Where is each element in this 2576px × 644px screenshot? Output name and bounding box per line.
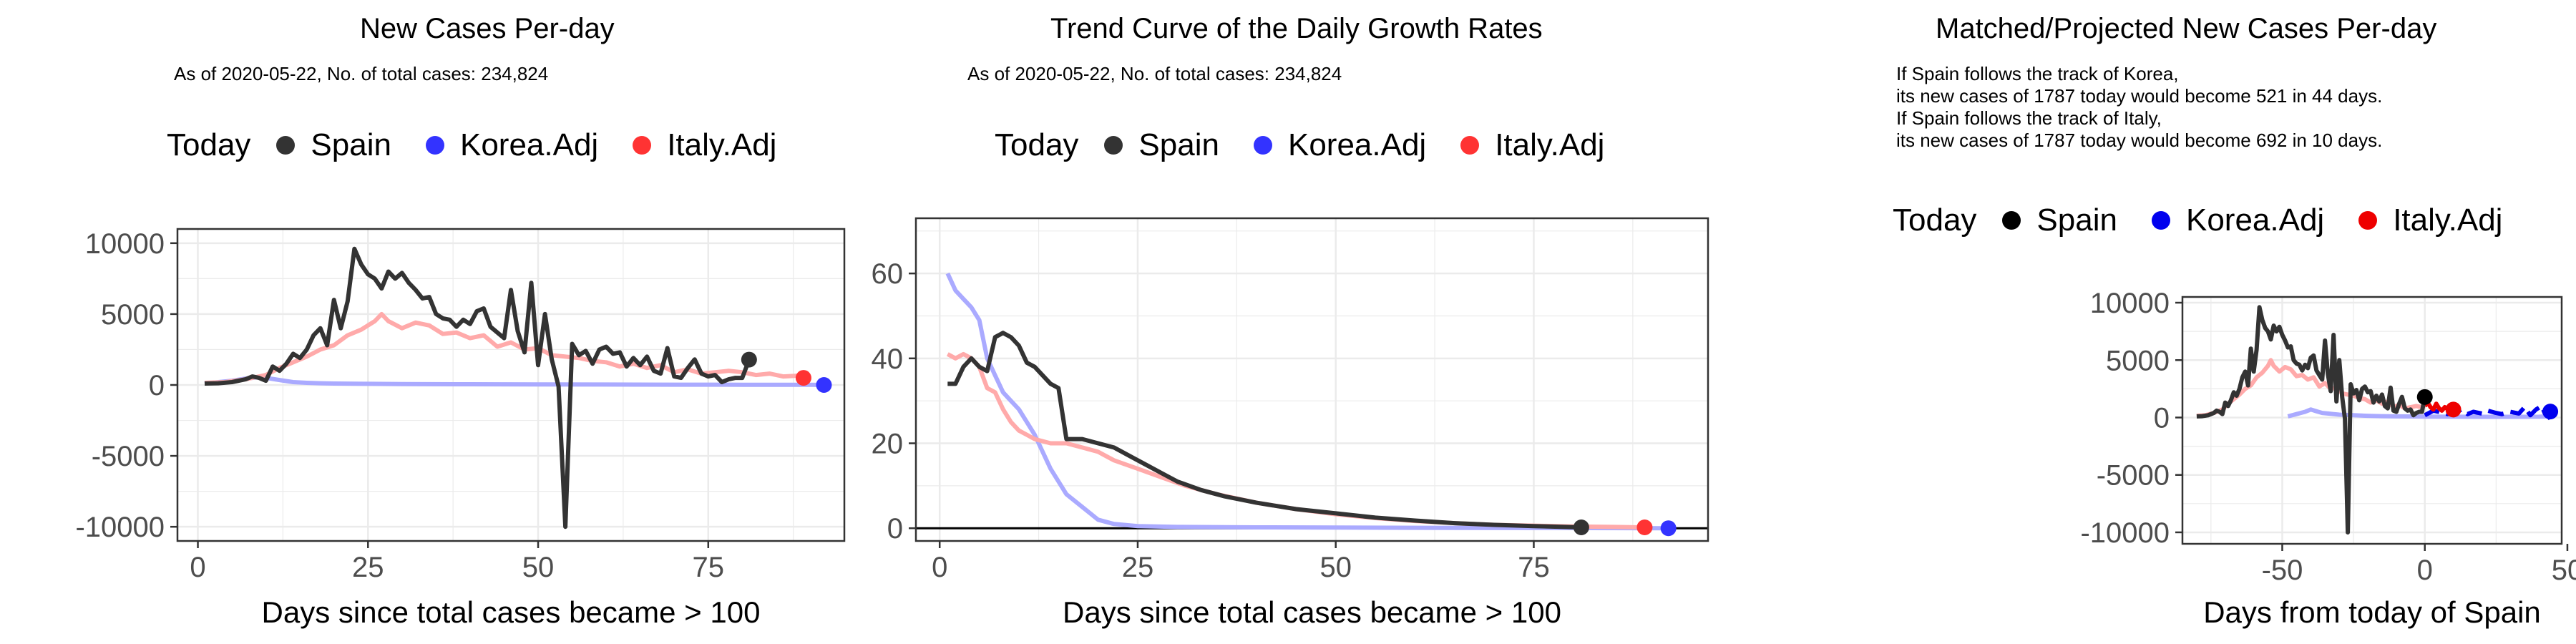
plot-area: 0 25 50 75 10000 5000 0 -5000 -10000 Days since t… <box>75 228 846 629</box>
plot-border <box>914 217 1709 542</box>
annotation-line: its new cases of 1787 today would become… <box>1896 130 2383 151</box>
today-point-spain <box>1573 519 1589 536</box>
chart-title: New Cases Per-day <box>360 13 615 44</box>
y-tick-label: 0 <box>887 513 903 545</box>
chart-title: Matched/Projected New Cases Per-day <box>1936 13 2437 44</box>
series-line-italy-adj <box>946 351 1645 530</box>
today-point-spain <box>741 351 757 368</box>
legend-spain-label: Spain <box>311 127 391 162</box>
x-tick-label: -50 <box>2262 555 2303 586</box>
y-tick-label: -10000 <box>2080 517 2170 549</box>
legend: Today Spain Korea.Adj Italy.Adj <box>1893 203 2502 238</box>
y-tick-label: 10000 <box>2090 288 2170 319</box>
legend-italy-dot <box>2358 211 2378 230</box>
today-point-korea-adj <box>816 377 832 393</box>
y-tick-label: 20 <box>872 429 904 460</box>
series-line-spain <box>2196 305 2427 535</box>
legend-title: Today <box>167 127 251 162</box>
legend-italy-label: Italy.Adj <box>1495 127 1605 162</box>
legend-italy-label: Italy.Adj <box>2393 203 2503 238</box>
y-tick-label: 0 <box>2154 402 2170 434</box>
y-tick-label: -5000 <box>92 441 165 472</box>
legend-spain-dot <box>276 136 296 155</box>
y-tick-label: 40 <box>872 343 904 375</box>
series-line-italy-adj <box>204 311 804 385</box>
legend: Today Spain Korea.Adj Italy.Adj <box>995 127 1604 163</box>
y-tick-label: 0 <box>149 370 165 401</box>
x-axis-label: Days from today of Spain <box>2203 595 2541 629</box>
x-tick-label: 50 <box>522 552 555 583</box>
x-axis-label: Days since total cases became > 100 <box>262 595 761 629</box>
projection-annotation: If Spain follows the track of Korea, its… <box>1896 63 2382 152</box>
chart-subtitle: As of 2020-05-22, No. of total cases: 23… <box>174 63 549 84</box>
legend-korea-label: Korea.Adj <box>459 127 599 162</box>
legend: Today Spain Korea.Adj Italy.Adj <box>167 127 776 163</box>
x-tick-label: 75 <box>693 552 725 583</box>
legend-korea-dot <box>425 136 444 155</box>
today-point-korea-adj <box>1660 520 1677 537</box>
legend-italy-dot <box>1460 136 1480 155</box>
legend-title: Today <box>995 127 1079 162</box>
x-tick-label: 50 <box>2552 555 2576 586</box>
y-tick-label: -5000 <box>2097 460 2170 492</box>
annotation-line: its new cases of 1787 today would become… <box>1896 85 2383 107</box>
panel-growth-rates: Trend Curve of the Daily Growth Rates As… <box>859 0 1717 644</box>
x-tick-label: 0 <box>932 552 947 583</box>
y-tick-label: 5000 <box>2106 345 2170 376</box>
panel-projected: Matched/Projected New Cases Per-day If S… <box>1717 0 2576 644</box>
x-tick-label: 25 <box>352 552 384 583</box>
y-tick-label: -10000 <box>75 512 165 543</box>
chart-title: Trend Curve of the Daily Growth Rates <box>1050 13 1543 44</box>
panel-new-cases: New Cases Per-day As of 2020-05-22, No. … <box>0 0 859 644</box>
legend-italy-label: Italy.Adj <box>667 127 777 162</box>
x-tick-label: 0 <box>190 552 205 583</box>
legend-korea-dot <box>2151 211 2170 230</box>
legend-title: Today <box>1893 203 1977 238</box>
legend-spain-dot <box>2002 211 2021 230</box>
annotation-line: If Spain follows the track of Italy, <box>1896 107 2162 129</box>
x-tick-label: 75 <box>1518 552 1550 583</box>
legend-spain-label: Spain <box>1138 127 1219 162</box>
today-point-spain <box>2416 389 2433 405</box>
y-tick-label: 5000 <box>101 299 165 331</box>
legend-korea-dot <box>1253 136 1272 155</box>
x-tick-label: 50 <box>1319 552 1352 583</box>
x-tick-label: 25 <box>1122 552 1154 583</box>
today-point-italy-adj <box>1636 519 1653 536</box>
today-point-italy-adj <box>2445 401 2462 418</box>
legend-korea-label: Korea.Adj <box>2185 203 2325 238</box>
legend-spain-label: Spain <box>2036 203 2117 238</box>
y-tick-label: 60 <box>872 258 904 290</box>
plot-area: 0 25 50 75 60 40 20 0 Days since total cases bec… <box>872 217 1709 629</box>
series-line-korea-adj <box>945 272 1669 531</box>
legend-italy-dot <box>633 136 652 155</box>
series-line-spain <box>947 331 1581 530</box>
today-point-italy-adj <box>795 370 811 386</box>
x-axis-label: Days since total cases became > 100 <box>1063 595 1561 629</box>
annotation-line: If Spain follows the track of Korea, <box>1896 63 2179 84</box>
today-point-korea-adj <box>2542 404 2559 420</box>
chart-subtitle: As of 2020-05-22, No. of total cases: 23… <box>967 63 1342 84</box>
y-tick-label: 10000 <box>85 228 165 260</box>
legend-spain-dot <box>1104 136 1123 155</box>
plot-border <box>2181 296 2563 545</box>
plot-area: -50 0 50 10000 5000 0 -5000 -10000 Days from tod… <box>2080 288 2576 629</box>
legend-korea-label: Korea.Adj <box>1287 127 1427 162</box>
series-line-spain <box>204 246 751 530</box>
series-line-korea-adj-matched- <box>2287 407 2551 419</box>
x-tick-label: 0 <box>2417 555 2433 586</box>
